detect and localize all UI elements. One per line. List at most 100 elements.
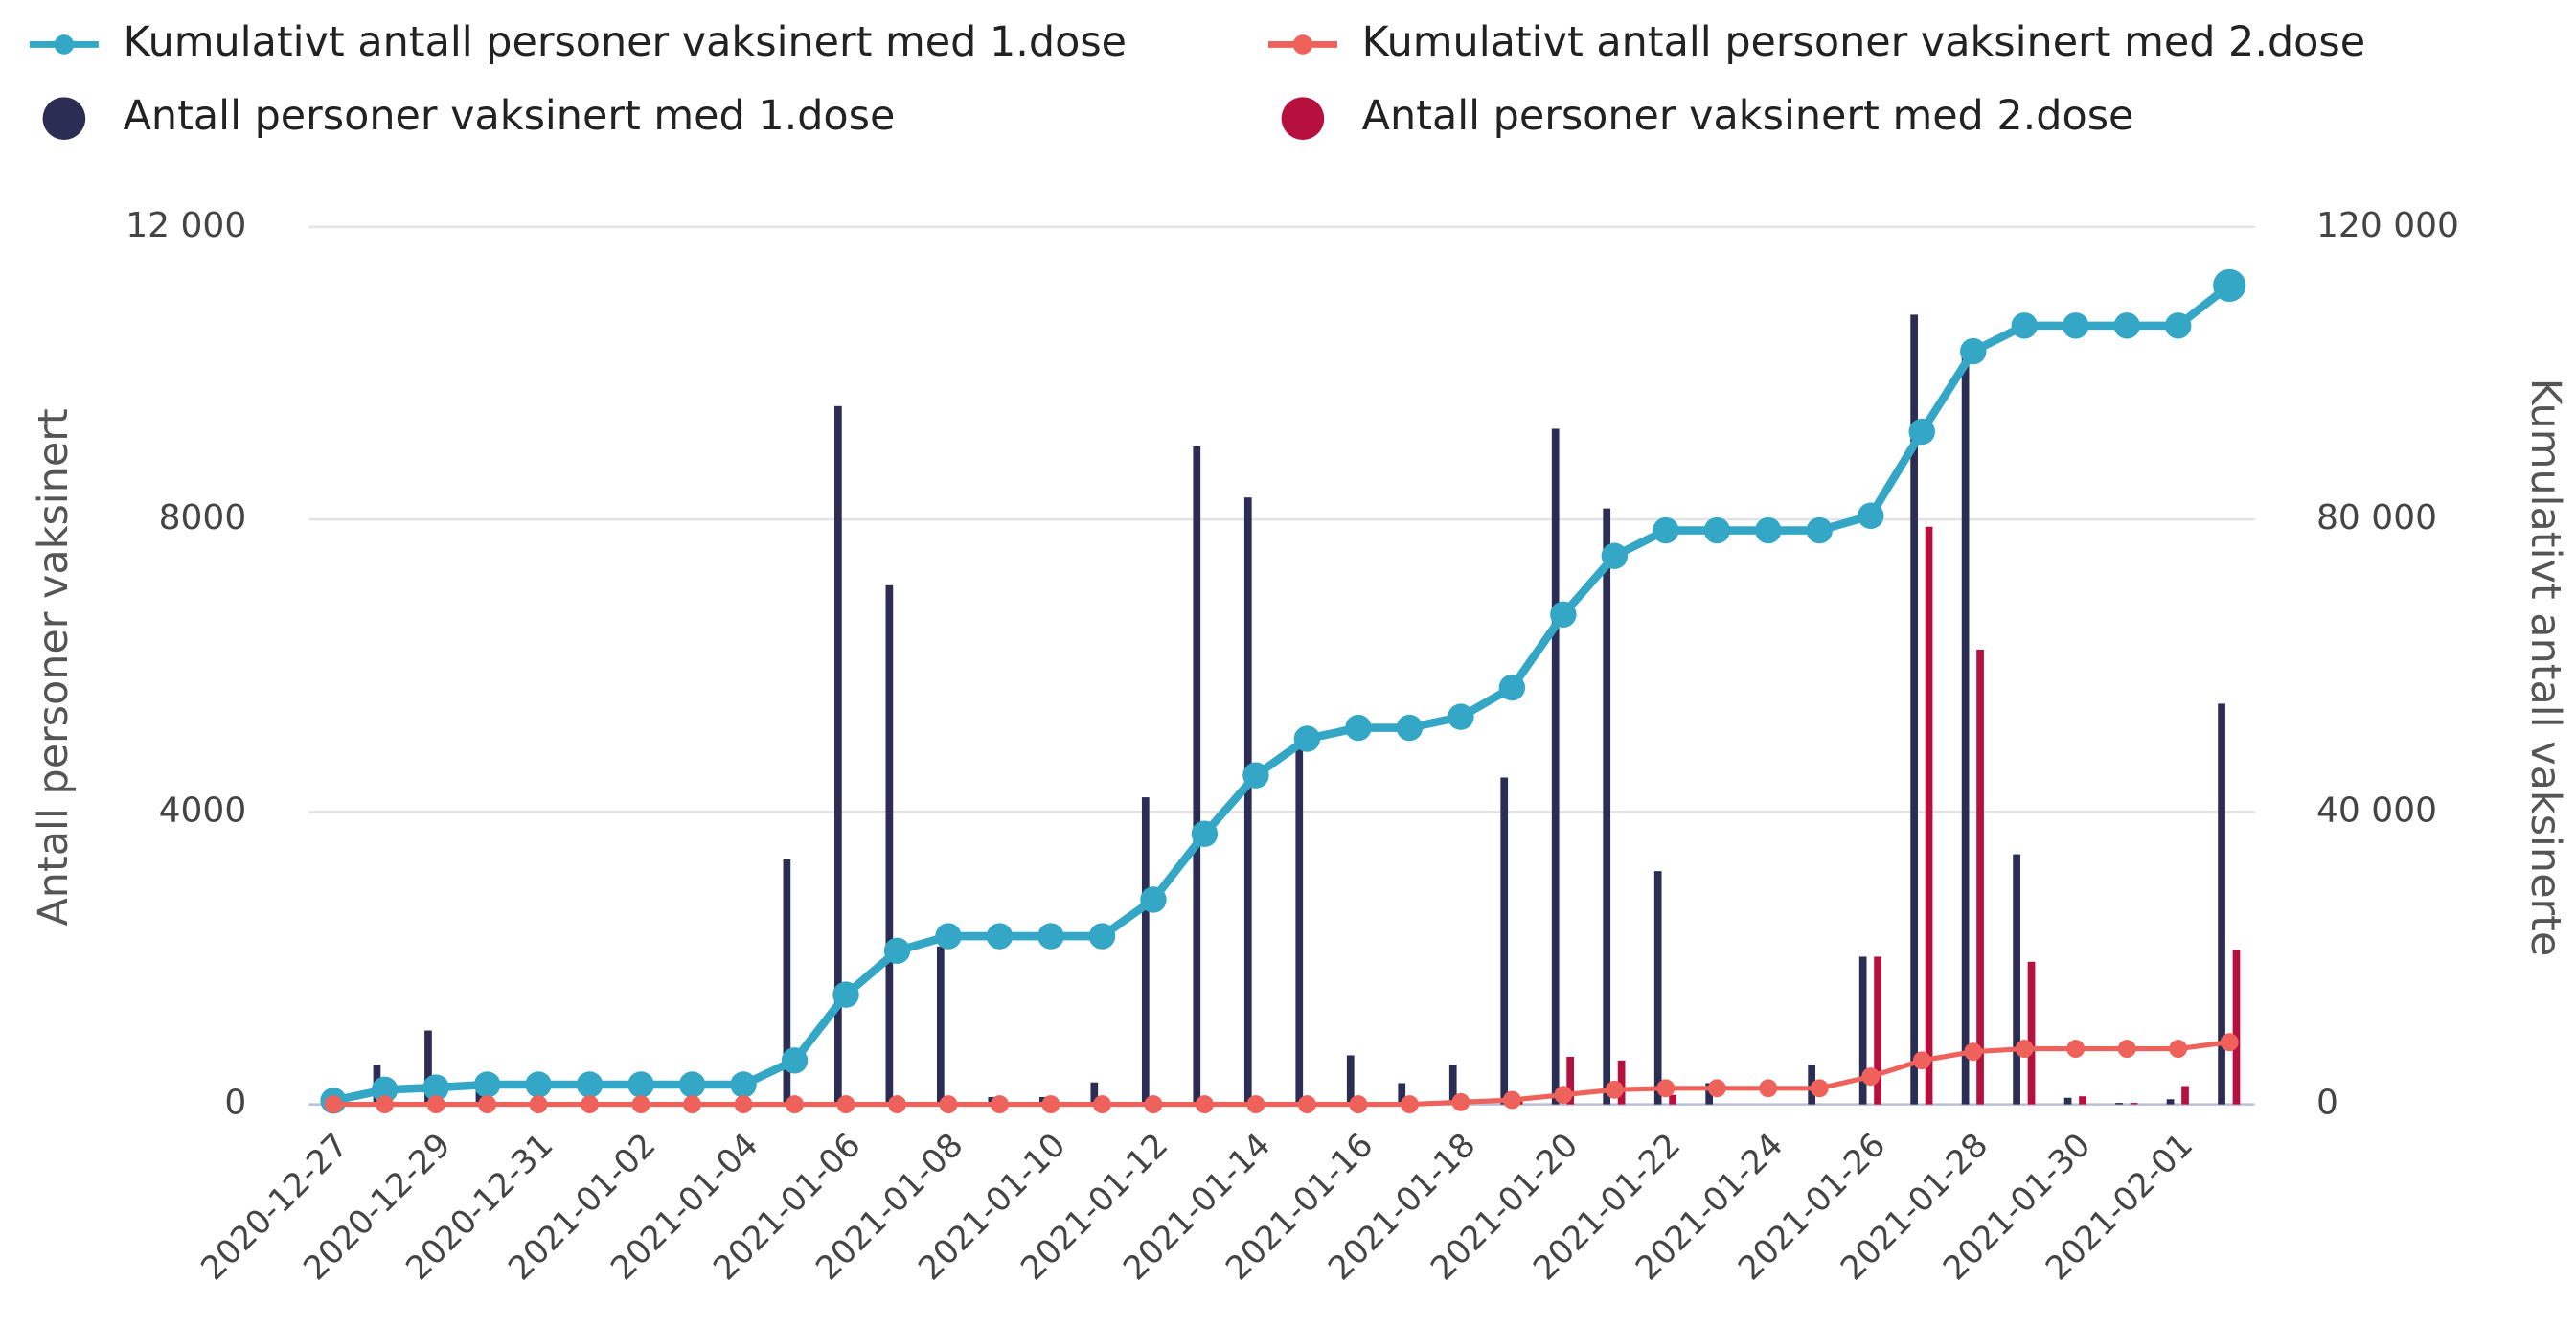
bar [2166, 1099, 2175, 1105]
bar [1500, 777, 1509, 1105]
bar [2130, 1103, 2138, 1105]
point [1759, 1079, 1778, 1098]
bar [2181, 1086, 2189, 1105]
y2-tick-label: 120 000 [2316, 206, 2459, 245]
bar [1295, 736, 1304, 1105]
point [1653, 516, 1679, 544]
bar [1551, 428, 1560, 1105]
bar [2218, 703, 2225, 1105]
point [1246, 1095, 1265, 1114]
bar [2027, 961, 2036, 1105]
point [1810, 1079, 1829, 1098]
bar [1141, 797, 1150, 1105]
y-axis-title: Antall personer vaksinert [30, 408, 78, 926]
point [581, 1095, 600, 1114]
point [2164, 312, 2192, 339]
line [332, 282, 2232, 1105]
point [1349, 1095, 1368, 1114]
y2-tick-label: 80 000 [2316, 498, 2437, 538]
point [1297, 1095, 1316, 1114]
point [2169, 1040, 2188, 1059]
point [1498, 674, 1526, 701]
point [832, 981, 859, 1008]
point [2113, 312, 2140, 339]
point [2213, 268, 2246, 303]
legend-label: Antall personer vaksinert med 1.dose [124, 92, 896, 140]
point [1964, 1042, 1983, 1062]
point [1707, 1079, 1726, 1098]
point [1396, 714, 1424, 742]
y-tick-label: 12 000 [125, 206, 246, 245]
bar [1398, 1083, 1406, 1105]
point [1554, 1086, 1573, 1105]
point [1093, 1095, 1111, 1114]
bar [1346, 1055, 1355, 1105]
point [730, 1071, 757, 1098]
point [734, 1095, 753, 1114]
point [1960, 337, 1987, 365]
point [525, 1071, 552, 1098]
point [888, 1095, 906, 1114]
bar [1925, 526, 1933, 1105]
point [1451, 1092, 1470, 1111]
legend-symbol [1292, 34, 1313, 55]
bar [885, 584, 894, 1105]
bar [2063, 1097, 2072, 1105]
point [1858, 502, 1884, 529]
y2-tick-label: 40 000 [2316, 790, 2437, 830]
bar [1669, 1094, 1676, 1105]
y-tick-label: 4000 [159, 790, 247, 830]
bar [1858, 956, 1867, 1105]
point [2066, 1040, 2086, 1059]
bar [1603, 508, 1611, 1105]
point [422, 1074, 449, 1101]
bar [1617, 1060, 1626, 1105]
legend-label: Kumulativt antall personer vaksinert med… [1362, 18, 2365, 66]
bar [1448, 1065, 1457, 1105]
legend-symbol [1281, 97, 1325, 140]
point [371, 1076, 399, 1104]
point [986, 923, 1014, 950]
point [376, 1095, 395, 1114]
point [576, 1071, 604, 1098]
y2-axis-title: Kumulativt antall vaksinerte [2521, 378, 2569, 957]
point [2220, 1033, 2239, 1052]
point [1196, 1095, 1214, 1114]
bar [936, 946, 945, 1105]
point [1656, 1079, 1676, 1098]
legend-symbol [42, 97, 86, 140]
bar [2013, 854, 2020, 1105]
point [1605, 1080, 1624, 1099]
point [1191, 820, 1219, 847]
point [1550, 601, 1577, 629]
point [1912, 1051, 1931, 1070]
point [426, 1095, 445, 1114]
point [1806, 516, 1834, 544]
point [1400, 1095, 1419, 1114]
bar [1653, 871, 1662, 1105]
point [1242, 762, 1269, 789]
point [1502, 1090, 1521, 1110]
point [631, 1095, 650, 1114]
point [627, 1071, 654, 1098]
bar [2115, 1103, 2123, 1105]
point [991, 1095, 1009, 1114]
bar [1976, 649, 1984, 1105]
point [786, 1095, 804, 1114]
point [1293, 725, 1321, 752]
point [1088, 923, 1116, 950]
y-tick-label: 0 [224, 1084, 246, 1123]
bar [1961, 345, 1970, 1105]
point [2011, 312, 2038, 339]
bar [1243, 497, 1252, 1105]
point [836, 1095, 855, 1114]
bar [834, 405, 842, 1105]
point [683, 1095, 701, 1114]
point [1345, 714, 1372, 742]
point [883, 937, 911, 965]
point [1140, 886, 1167, 913]
point [1755, 516, 1782, 544]
point [935, 923, 962, 950]
point [1861, 1067, 1881, 1087]
